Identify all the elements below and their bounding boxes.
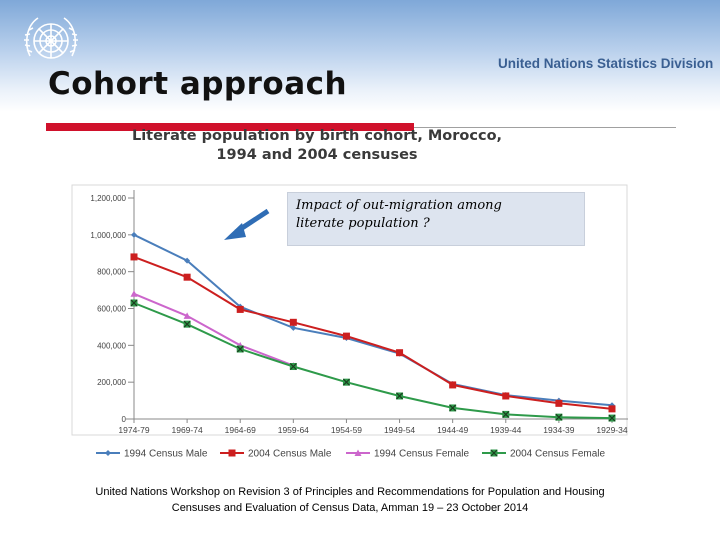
x-tick-label: 1944-49 [437,425,468,435]
point-marker-cross [555,413,563,421]
point-marker [449,381,457,389]
y-tick-label: 1,200,000 [90,194,126,203]
header-band [0,0,720,112]
page-title: Cohort approach [48,66,348,102]
x-tick-label: 1939-44 [490,425,521,435]
annotation-box: Impact of out-migration among literate p… [287,192,585,246]
point-marker [354,449,362,456]
chart-title-line-1: Literate population by birth cohort, Mor… [131,128,503,144]
x-tick-label: 1974-79 [118,425,149,435]
point-marker [555,399,563,407]
point-marker-cross [449,404,457,412]
legend-label: 2004 Census Male [248,449,332,460]
point-marker-cross [183,320,191,328]
point-marker [130,253,138,261]
point-marker [184,257,191,264]
point-marker-cross [289,363,297,370]
point-marker-cross [608,414,616,422]
line-chart: 0 200,000 400,000 600,000 800,000 1,000,000 1,… [71,184,628,460]
org-name: United Nations Statistics Division [498,56,714,71]
y-tick-label: 800,000 [97,268,126,277]
point-marker [236,305,244,313]
series-line [133,292,294,367]
legend-label: 1994 Census Female [374,449,469,460]
x-tick-label: 1954-59 [331,425,362,435]
footer-line-2: Censuses and Evaluation of Census Data, … [171,502,529,514]
point-marker [183,273,191,281]
point-marker [183,312,191,319]
point-marker [131,231,137,238]
x-tick-label: 1949-54 [384,425,415,435]
point-marker-cross [343,378,350,386]
point-marker [290,324,297,331]
footer-citation: United Nations Workshop on Revision 3 of… [40,484,660,516]
point-marker [342,332,350,340]
annotation-arrowhead [224,223,246,240]
x-tick-label: 1964-69 [225,425,256,435]
point-marker [396,349,404,357]
y-tick-label: 400,000 [97,341,126,350]
annotation-line-2: literate population ? [296,216,430,231]
x-tick-label: 1934-39 [543,425,574,435]
footer-line-1: United Nations Workshop on Revision 3 of… [95,486,605,498]
series-line [133,302,613,420]
point-marker [130,290,138,297]
chart-title-line-2: 1994 and 2004 censuses [216,147,418,163]
x-tick-label: 1929-34 [596,425,627,435]
y-tick-label: 600,000 [97,305,126,314]
title-underline-gray [414,127,676,128]
point-marker-cross [130,299,138,307]
chart-title: Literate population by birth cohort, Mor… [72,127,562,165]
legend-label: 2004 Census Female [510,449,605,460]
title-underline-red [46,123,414,131]
chart-frame: Literate population by birth cohort, Mor… [71,127,672,463]
y-tick-label: 200,000 [97,378,126,387]
series-line [133,233,613,407]
y-tick-label: 0 [122,415,127,424]
annotation-line-1: Impact of out-migration among [296,198,502,213]
point-marker-cross [396,392,403,400]
series-line [133,255,613,410]
point-marker-cross [502,410,510,418]
legend-label: 1994 Census Male [124,449,208,460]
point-marker [228,449,236,457]
point-marker [289,318,297,326]
point-marker-cross [490,449,498,457]
x-tick-label: 1969-74 [172,425,203,435]
point-marker [105,450,111,456]
y-tick-label: 1,000,000 [90,231,126,240]
un-emblem-icon [24,17,78,59]
point-marker [608,405,616,413]
x-tick-label: 1959-64 [278,425,309,435]
plot-frame [71,184,628,436]
point-marker-cross [236,345,244,353]
point-marker [502,392,510,400]
